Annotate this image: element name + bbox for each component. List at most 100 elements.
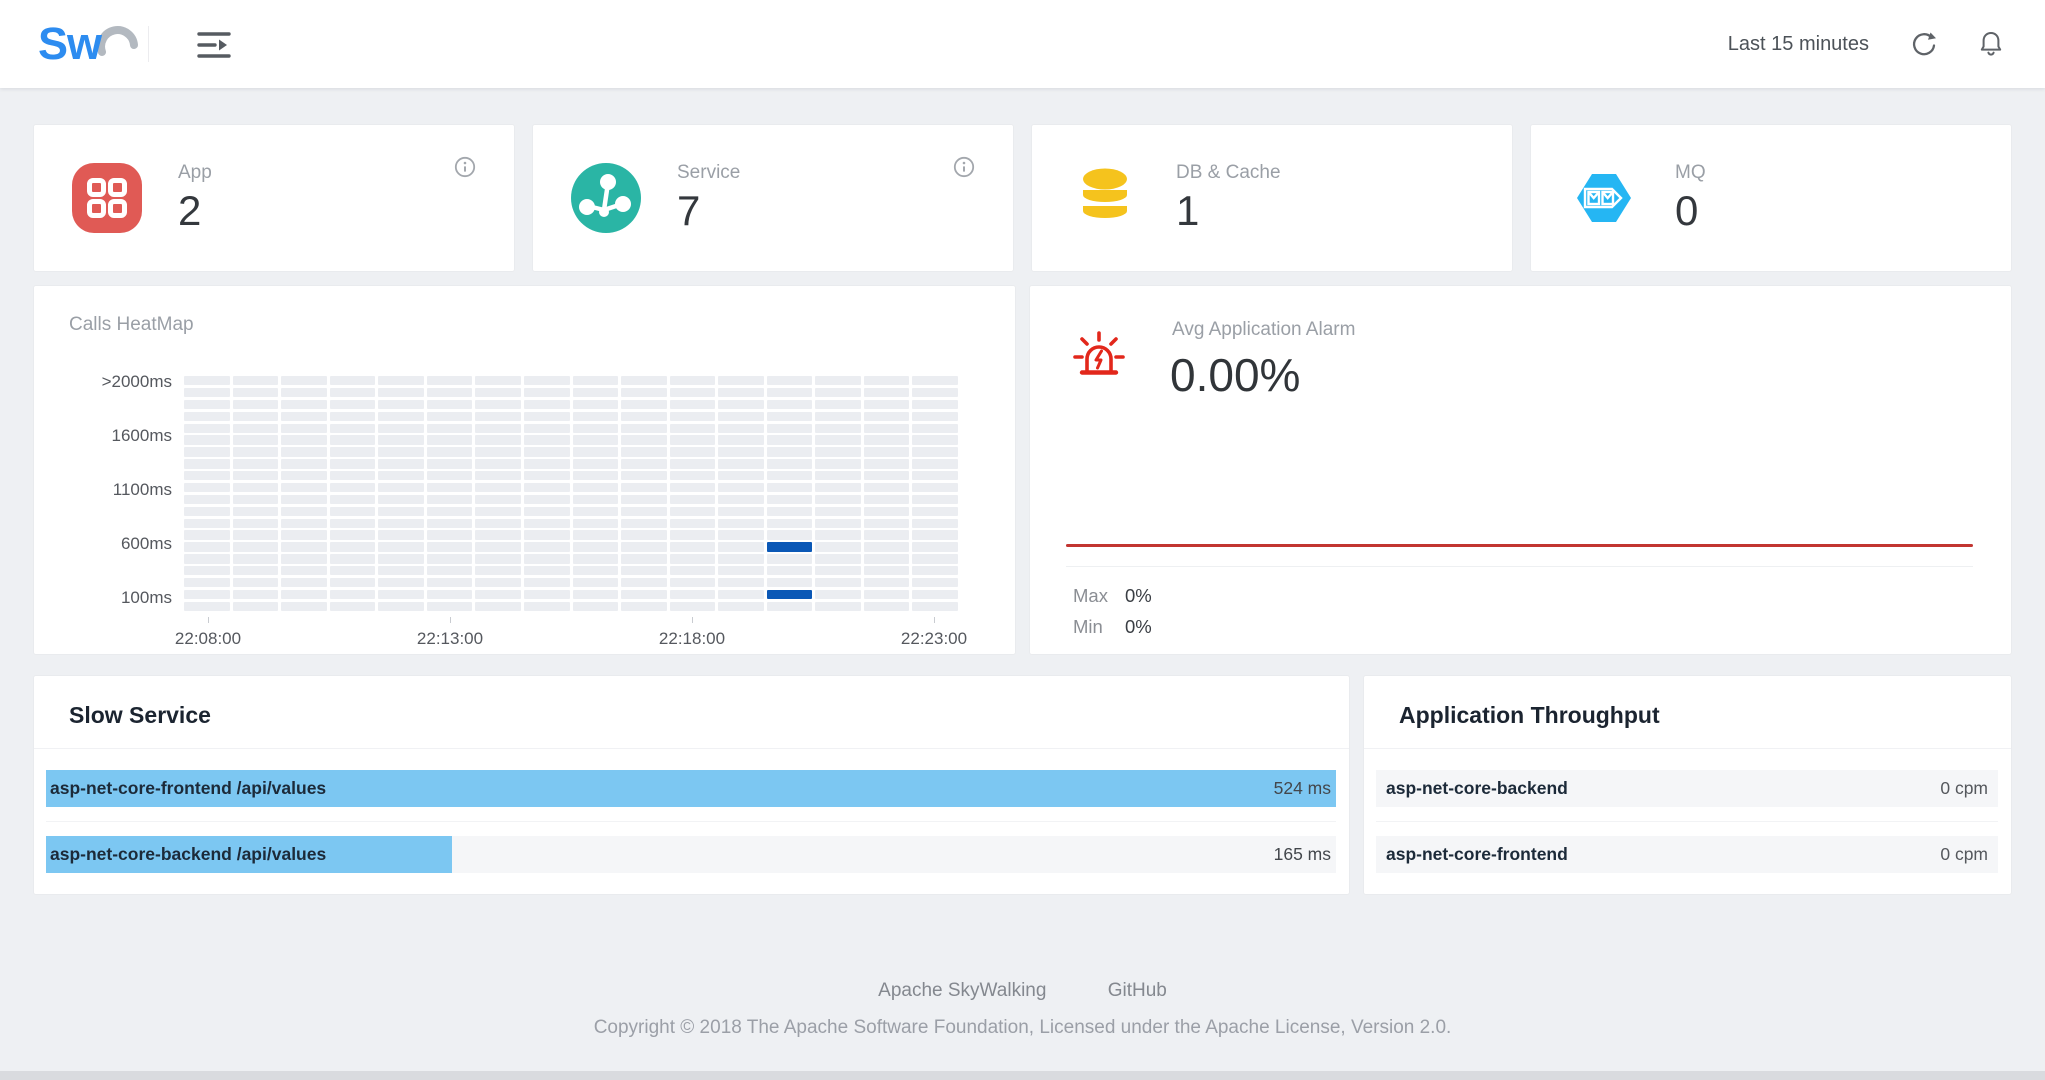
heatmap-cell bbox=[815, 566, 861, 576]
stat-cards-row: App 2 Service 7 bbox=[33, 124, 2012, 272]
heatmap-cell bbox=[912, 518, 958, 528]
heatmap-cell bbox=[621, 471, 667, 481]
heatmap-cell bbox=[912, 471, 958, 481]
refresh-button[interactable] bbox=[1909, 30, 1937, 58]
heatmap-cell bbox=[329, 423, 376, 433]
heatmap-cell bbox=[766, 411, 813, 421]
heatmap-cell bbox=[281, 376, 327, 386]
heatmap-cell bbox=[669, 589, 716, 600]
slow-service-title: Slow Service bbox=[69, 702, 211, 728]
heatmap-cell bbox=[863, 482, 910, 493]
heatmap-cell bbox=[523, 376, 570, 386]
heatmap-cell bbox=[669, 471, 716, 481]
heatmap-cell bbox=[863, 459, 910, 469]
service-node-icon bbox=[571, 163, 641, 233]
heatmap-cell bbox=[232, 387, 279, 398]
heatmap-cell bbox=[281, 482, 327, 493]
heatmap-grid bbox=[184, 376, 958, 611]
heatmap-cell bbox=[572, 506, 619, 516]
heatmap-cell bbox=[475, 601, 521, 611]
heatmap-cell bbox=[378, 482, 424, 493]
heatmap-cell bbox=[912, 447, 958, 457]
heatmap-cell bbox=[523, 447, 570, 457]
footer-link-github[interactable]: GitHub bbox=[1107, 980, 1167, 1001]
heatmap-cell bbox=[523, 589, 570, 600]
heatmap-cell bbox=[572, 399, 619, 410]
heatmap-cell bbox=[329, 399, 376, 410]
heatmap-cell bbox=[523, 423, 570, 433]
slow-service-row[interactable]: asp-net-core-frontend /api/values 524 ms bbox=[46, 770, 1336, 807]
heatmap-cell bbox=[718, 506, 764, 516]
heatmap-cell bbox=[863, 506, 910, 516]
heatmap-cell bbox=[184, 482, 230, 493]
heatmap-cell bbox=[378, 376, 424, 386]
heatmap-cell bbox=[863, 435, 910, 445]
heatmap-cell bbox=[572, 387, 619, 398]
heatmap-cell bbox=[475, 577, 521, 588]
notifications-button[interactable] bbox=[1977, 30, 2005, 58]
latency-value: 165 ms bbox=[1273, 844, 1331, 864]
y-tick-label: 600ms bbox=[120, 534, 172, 553]
sidebar-toggle-button[interactable] bbox=[196, 28, 236, 62]
alarm-axis-line bbox=[1066, 566, 1973, 567]
heatmap-cell bbox=[184, 554, 230, 564]
heatmap-cell bbox=[815, 376, 861, 386]
heatmap-cell bbox=[329, 566, 376, 576]
time-range-selector[interactable]: Last 15 minutes bbox=[1727, 32, 1869, 55]
heatmap-cell bbox=[718, 530, 764, 540]
heatmap-cell bbox=[863, 554, 910, 564]
heatmap-cell bbox=[281, 554, 327, 564]
throughput-row[interactable]: asp-net-core-frontend 0 cpm bbox=[1376, 836, 1998, 873]
heatmap-cell bbox=[912, 482, 958, 493]
heatmap-cell bbox=[766, 482, 813, 493]
heatmap-cell bbox=[912, 423, 958, 433]
stat-label: DB & Cache bbox=[1176, 162, 1281, 184]
heatmap-cell bbox=[863, 530, 910, 540]
heatmap-cell bbox=[912, 530, 958, 540]
heatmap-cell bbox=[232, 542, 279, 552]
info-icon[interactable] bbox=[953, 156, 975, 178]
heatmap-cell bbox=[863, 399, 910, 410]
heatmap-cell bbox=[766, 435, 813, 445]
heatmap-cell bbox=[863, 601, 910, 611]
heatmap-cell bbox=[281, 506, 327, 516]
cpm-value: 0 cpm bbox=[1940, 778, 1988, 798]
heatmap-cell bbox=[232, 494, 279, 505]
footer-link-apache-skywalking[interactable]: Apache SkyWalking bbox=[878, 980, 1047, 1001]
heatmap-cell bbox=[475, 471, 521, 481]
heatmap-cell bbox=[475, 411, 521, 421]
slow-service-row[interactable]: asp-net-core-backend /api/values 165 ms bbox=[46, 836, 1336, 873]
heatmap-cell bbox=[669, 494, 716, 505]
heatmap-cell bbox=[621, 411, 667, 421]
heatmap-cell bbox=[718, 399, 764, 410]
heatmap-cell bbox=[621, 459, 667, 469]
heatmap-cell bbox=[329, 411, 376, 421]
heatmap-cell bbox=[426, 471, 473, 481]
heatmap-cell bbox=[621, 494, 667, 505]
heatmap-cell bbox=[329, 447, 376, 457]
stat-card-db-cache: DB & Cache 1 bbox=[1031, 124, 1513, 272]
heatmap-cell bbox=[718, 376, 764, 386]
heatmap-cell bbox=[863, 447, 910, 457]
heatmap-cell bbox=[378, 435, 424, 445]
heatmap-cell bbox=[863, 376, 910, 386]
y-tick-label: 1600ms bbox=[111, 426, 172, 445]
heatmap-cell bbox=[863, 423, 910, 433]
heatmap-cell bbox=[378, 518, 424, 528]
heatmap-cell bbox=[815, 435, 861, 445]
throughput-row[interactable]: asp-net-core-backend 0 cpm bbox=[1376, 770, 1998, 807]
heatmap-cell bbox=[912, 399, 958, 410]
heatmap-cell bbox=[572, 542, 619, 552]
heatmap-cell bbox=[912, 387, 958, 398]
heatmap-cell bbox=[378, 399, 424, 410]
divider bbox=[1376, 821, 1998, 822]
heatmap-cell bbox=[718, 471, 764, 481]
info-icon[interactable] bbox=[454, 156, 476, 178]
application-name: asp-net-core-frontend bbox=[1386, 844, 1568, 864]
heatmap-title: Calls HeatMap bbox=[69, 314, 194, 335]
alarm-min-max: Max 0% Min 0% bbox=[1073, 580, 1152, 642]
heatmap-cell bbox=[912, 566, 958, 576]
heatmap-cell bbox=[523, 542, 570, 552]
skywalking-logo[interactable]: Sw bbox=[38, 16, 158, 74]
heatmap-cell bbox=[329, 554, 376, 564]
